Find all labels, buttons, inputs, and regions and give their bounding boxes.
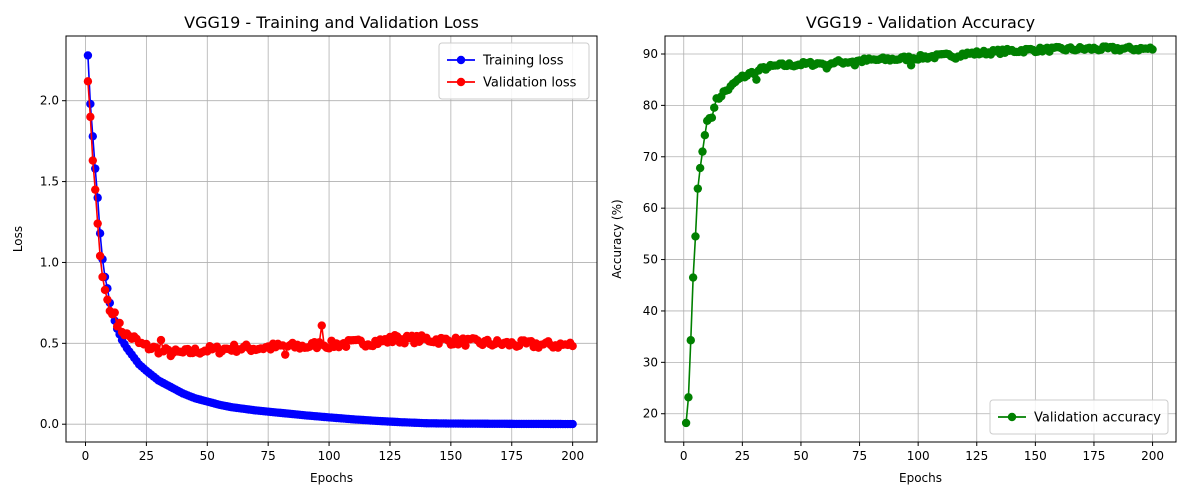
legend: Validation accuracy — [989, 399, 1169, 435]
plot-frame — [664, 35, 1177, 443]
data-point — [681, 418, 691, 428]
legend-box — [989, 399, 1169, 435]
legend: Training loss Validation loss — [438, 42, 590, 100]
data-point — [156, 335, 166, 345]
x-tick-label: 100 — [318, 449, 341, 463]
plot-frame — [65, 35, 598, 443]
y-tick-label: 70 — [643, 150, 658, 164]
x-tick-label: 150 — [1024, 449, 1047, 463]
y-tick-label: 40 — [643, 304, 658, 318]
data-point — [91, 185, 100, 194]
x-tick-label: 75 — [261, 449, 276, 463]
x-tick-label: 150 — [439, 449, 462, 463]
data-point — [93, 193, 102, 202]
legend-swatch-marker — [1007, 412, 1017, 422]
y-tick-label: 2.0 — [40, 94, 59, 108]
loss-chart: 0 25 50 75 100 125 150 175 200 0.0 0.5 1.0 1.5 2.0 VGG… — [11, 13, 598, 485]
y-tick-label: 0.5 — [40, 336, 59, 350]
data-point — [110, 308, 119, 317]
data-point — [695, 163, 705, 173]
y-tick-label: 1.5 — [40, 175, 59, 189]
series-validation-accuracy — [681, 42, 1157, 428]
x-tick-label: 50 — [793, 449, 808, 463]
x-tick-label: 175 — [500, 449, 523, 463]
series-line — [685, 45, 1154, 424]
data-point — [568, 419, 577, 429]
series-line — [87, 55, 573, 425]
data-point — [83, 51, 93, 60]
data-point — [388, 337, 397, 347]
x-axis-label: Epochs — [310, 471, 353, 485]
data-point — [103, 295, 112, 304]
data-point — [688, 273, 698, 282]
data-point — [568, 341, 577, 351]
data-point — [317, 321, 326, 330]
y-axis-label: Loss — [11, 226, 25, 252]
x-tick-label: 200 — [1141, 449, 1164, 463]
data-point — [341, 342, 351, 351]
data-point — [86, 112, 95, 122]
data-point — [691, 232, 700, 241]
legend-swatch-marker — [456, 55, 466, 65]
x-tick-label: 75 — [852, 449, 867, 463]
x-tick-label: 125 — [965, 449, 988, 463]
data-point — [684, 393, 693, 402]
y-tick-label: 20 — [643, 407, 658, 421]
y-tick-label: 80 — [643, 98, 658, 112]
chart-title: VGG19 - Validation Accuracy — [806, 13, 1035, 32]
y-tick-label: 60 — [643, 201, 658, 215]
data-point — [95, 251, 105, 261]
x-tick-label: 175 — [1083, 449, 1106, 463]
data-point — [88, 156, 97, 165]
x-tick-label: 0 — [82, 449, 90, 463]
data-point — [95, 229, 105, 238]
series-training-loss — [83, 51, 577, 429]
y-tick-label: 90 — [643, 47, 658, 61]
x-tick-label: 100 — [907, 449, 930, 463]
data-point — [700, 130, 710, 140]
series-line — [87, 81, 574, 358]
y-tick-label: 50 — [643, 253, 658, 267]
y-tick-label: 0.0 — [40, 417, 59, 431]
y-tick-label: 1.0 — [40, 255, 59, 269]
data-point — [710, 103, 719, 112]
data-point — [93, 219, 102, 228]
legend-box — [438, 42, 590, 100]
data-point — [281, 350, 290, 359]
data-point — [752, 75, 761, 84]
data-point — [686, 336, 695, 345]
data-point — [91, 164, 100, 173]
x-tick-label: 25 — [735, 449, 750, 463]
data-point — [698, 147, 707, 156]
data-point — [1148, 45, 1157, 54]
data-point — [461, 341, 470, 350]
legend-label: Training loss — [482, 54, 564, 69]
x-tick-label: 200 — [561, 449, 584, 463]
y-axis-label: Accuracy (%) — [610, 199, 624, 278]
data-point — [86, 99, 95, 109]
data-point — [83, 77, 93, 86]
data-point — [100, 285, 110, 295]
x-axis-label: Epochs — [899, 471, 942, 485]
accuracy-chart: 0 25 50 75 100 125 150 175 200 20 30 40 50 60 70 80 90 VG… — [610, 13, 1177, 485]
legend-label: Validation accuracy — [1034, 411, 1161, 426]
y-tick-label: 30 — [643, 355, 658, 369]
data-point — [707, 113, 717, 122]
x-tick-label: 125 — [379, 449, 402, 463]
data-point — [88, 132, 97, 141]
data-point — [115, 318, 124, 328]
data-point — [98, 272, 107, 282]
x-tick-label: 0 — [680, 449, 688, 463]
chart-title: VGG19 - Training and Validation Loss — [184, 13, 479, 32]
x-tick-label: 50 — [200, 449, 215, 463]
series-validation-loss — [83, 77, 577, 361]
grid — [665, 36, 1176, 442]
data-point — [906, 61, 916, 70]
legend-swatch-marker — [456, 77, 466, 87]
data-point — [693, 184, 703, 193]
legend-label: Validation loss — [483, 76, 577, 91]
x-tick-label: 25 — [139, 449, 154, 463]
